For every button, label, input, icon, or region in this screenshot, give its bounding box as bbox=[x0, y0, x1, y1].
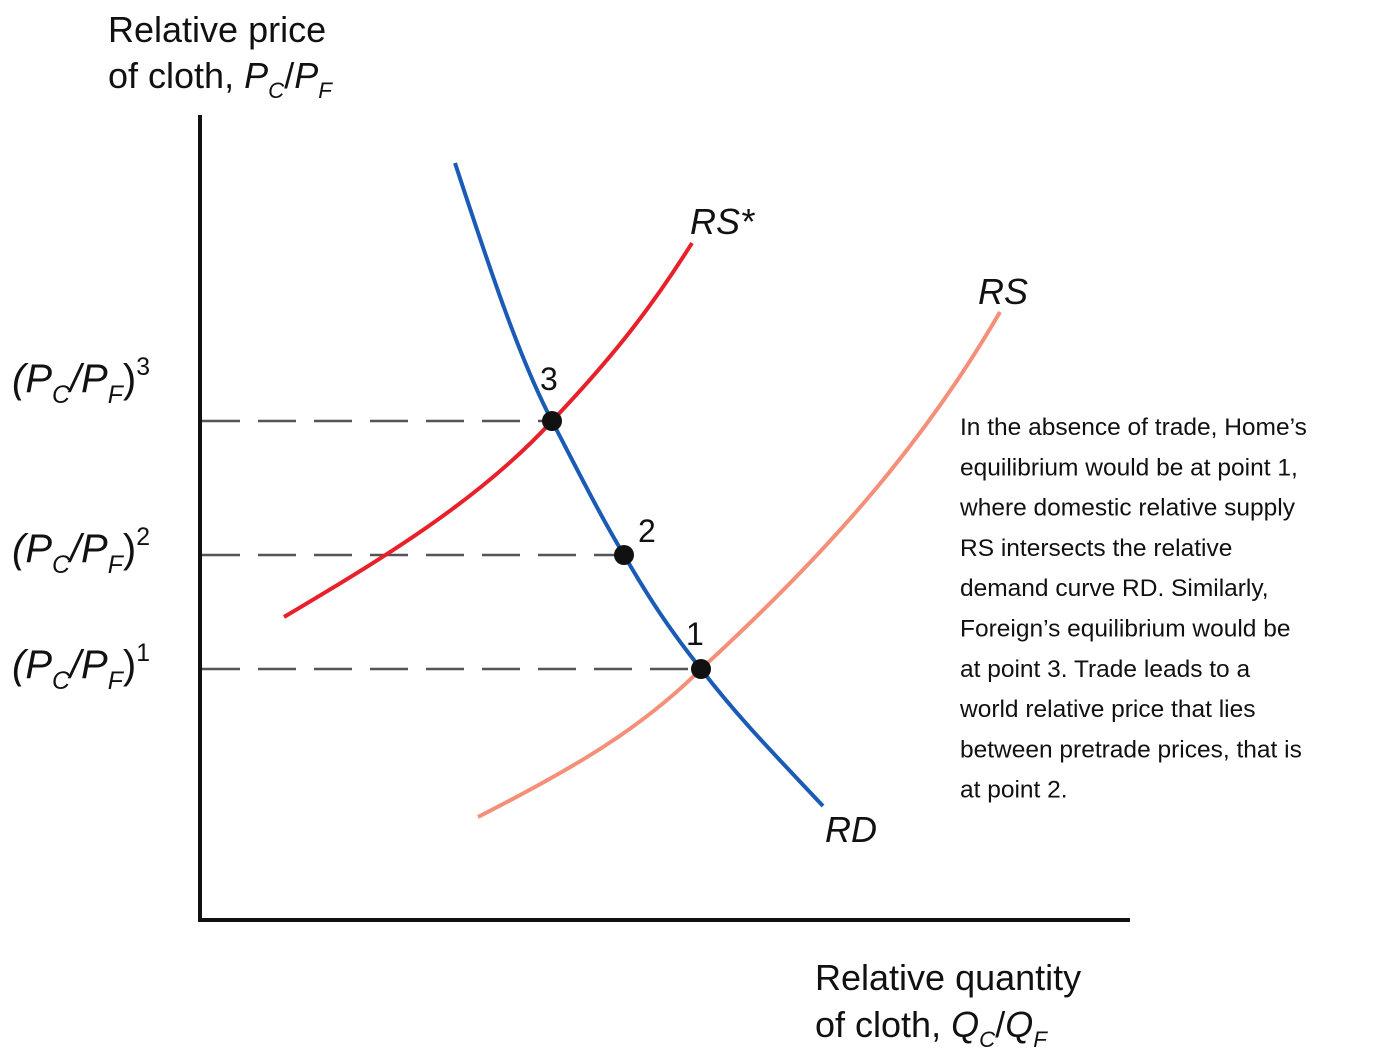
label-part: C bbox=[979, 1027, 996, 1052]
annotation-line: where domestic relative supply bbox=[959, 495, 1296, 522]
annotation-line: demand curve RD. Similarly, bbox=[960, 575, 1269, 602]
label-part: /P bbox=[67, 643, 108, 687]
label-part: 2 bbox=[136, 524, 150, 551]
math-label: (PC/PF)2 bbox=[12, 524, 150, 579]
curve bbox=[453, 162, 825, 808]
label-part: ) bbox=[123, 357, 136, 401]
annotation-line: between pretrade prices, that is bbox=[960, 736, 1302, 763]
label-part: P bbox=[244, 55, 268, 96]
label-part: F bbox=[1033, 1027, 1048, 1052]
label-part: C bbox=[52, 552, 71, 579]
label-part: F bbox=[108, 668, 125, 695]
label-part: / bbox=[995, 1004, 1005, 1045]
label-part: Q bbox=[1005, 1004, 1033, 1045]
curve bbox=[477, 310, 1002, 819]
curve-label: RD bbox=[825, 809, 877, 850]
math-label: (PC/PF)3 bbox=[12, 354, 150, 409]
label-part: 1 bbox=[136, 640, 150, 667]
equilibrium-point bbox=[542, 411, 562, 431]
label-part: ) bbox=[123, 643, 136, 687]
label-part: F bbox=[318, 78, 333, 103]
label-part: Q bbox=[951, 1004, 979, 1045]
annotation-line: In the absence of trade, Home’s bbox=[960, 414, 1307, 441]
x-axis-label: Relative quantity bbox=[815, 957, 1081, 998]
annotation-line: equilibrium would be at point 1, bbox=[960, 454, 1298, 481]
label-part: C bbox=[52, 382, 71, 409]
label-part: /P bbox=[67, 357, 108, 401]
label-part: (P bbox=[12, 357, 52, 401]
label-part: C bbox=[268, 78, 285, 103]
math-label: of cloth, QC/QF bbox=[815, 1004, 1048, 1052]
label-part: ) bbox=[123, 527, 136, 571]
label-part: C bbox=[52, 668, 71, 695]
annotation-line: at point 2. bbox=[960, 777, 1068, 804]
annotation-line: Foreign’s equilibrium would be bbox=[960, 616, 1290, 643]
label-part: of cloth, bbox=[815, 1004, 951, 1045]
point-label: 1 bbox=[686, 616, 704, 652]
label-part: F bbox=[108, 382, 125, 409]
math-label: of cloth, PC/PF bbox=[108, 55, 333, 103]
label-part: /P bbox=[67, 527, 108, 571]
label-part: 3 bbox=[136, 354, 150, 381]
curve-label: RS* bbox=[690, 201, 755, 242]
math-label: (PC/PF)1 bbox=[12, 640, 150, 695]
label-part: (P bbox=[12, 527, 52, 571]
label-part: of cloth, bbox=[108, 55, 244, 96]
point-label: 2 bbox=[638, 513, 656, 549]
annotation-line: at point 3. Trade leads to a bbox=[960, 656, 1250, 683]
annotation-line: RS intersects the relative bbox=[960, 535, 1232, 562]
label-part: (P bbox=[12, 643, 52, 687]
equilibrium-point bbox=[691, 659, 711, 679]
curve-label: RS bbox=[978, 271, 1028, 312]
annotation-line: world relative price that lies bbox=[959, 696, 1255, 723]
point-label: 3 bbox=[540, 361, 558, 397]
label-part: / bbox=[284, 55, 294, 96]
equilibrium-point bbox=[614, 545, 634, 565]
label-part: F bbox=[108, 552, 125, 579]
guides bbox=[202, 419, 701, 671]
label-part: P bbox=[294, 55, 318, 96]
y-axis-label: Relative price bbox=[108, 9, 326, 50]
